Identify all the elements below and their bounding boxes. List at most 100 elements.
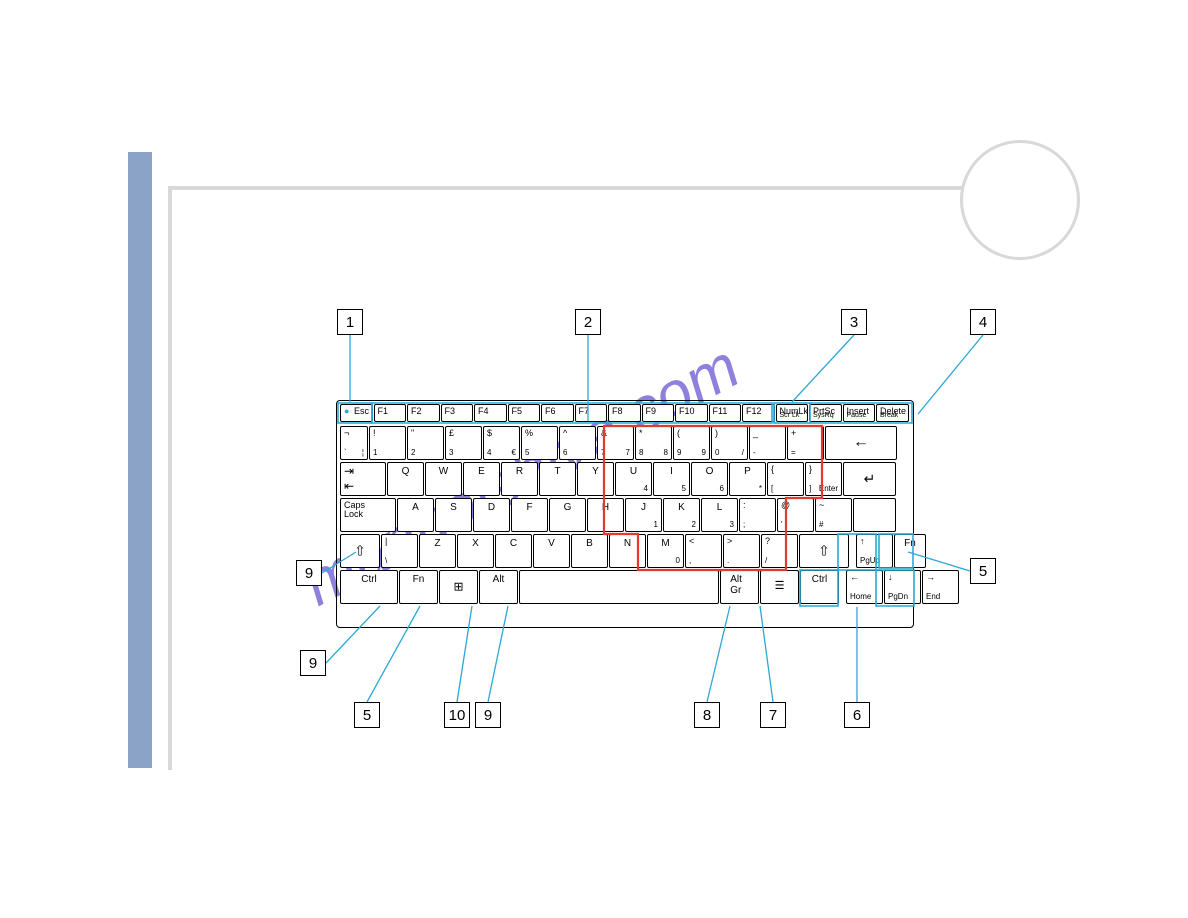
callout-3: 3: [841, 309, 867, 335]
key: ⇥⇤: [340, 462, 386, 496]
key: {[: [767, 462, 804, 496]
key: <,: [685, 534, 722, 568]
key: ↑PgUp: [856, 534, 893, 568]
frame-horizontal: [168, 186, 964, 190]
key: G: [549, 498, 586, 532]
key: ●Esc: [340, 404, 373, 422]
key: :;: [739, 498, 776, 532]
key: R: [501, 462, 538, 496]
key: V: [533, 534, 570, 568]
callout-9-low: 9: [300, 650, 326, 676]
callout-7: 7: [760, 702, 786, 728]
key: F1: [374, 404, 407, 422]
key: Ctrl: [340, 570, 398, 604]
key: £3: [445, 426, 482, 460]
key: F2: [407, 404, 440, 422]
key: 2K: [663, 498, 700, 532]
key: F5: [508, 404, 541, 422]
key: ~#: [815, 498, 852, 532]
key: }]Enter: [805, 462, 842, 496]
key: F11: [709, 404, 742, 422]
key: (99: [673, 426, 710, 460]
key: 6O: [691, 462, 728, 496]
key: Ctrl: [800, 570, 839, 604]
key: A: [397, 498, 434, 532]
callout-10: 10: [444, 702, 470, 728]
key: NumLkScr Lk: [776, 404, 809, 422]
sidebar-blue-bar: [128, 152, 152, 768]
callout-8: 8: [694, 702, 720, 728]
key: PrtScSysRq: [809, 404, 842, 422]
key: |\: [381, 534, 418, 568]
callout-6: 6: [844, 702, 870, 728]
key: W: [425, 462, 462, 496]
key: @': [777, 498, 814, 532]
key: ⇧: [340, 534, 380, 568]
key: +=: [787, 426, 824, 460]
key: F7: [575, 404, 608, 422]
key: D: [473, 498, 510, 532]
key: X: [457, 534, 494, 568]
key: N: [609, 534, 646, 568]
key: "2: [407, 426, 444, 460]
key: 4U: [615, 462, 652, 496]
key: F: [511, 498, 548, 532]
key: Z: [419, 534, 456, 568]
key: *P: [729, 462, 766, 496]
key: ?/: [761, 534, 798, 568]
key: &77: [597, 426, 634, 460]
key: H: [587, 498, 624, 532]
key: DeleteBreak: [876, 404, 909, 422]
key: ↓PgDn: [884, 570, 921, 604]
key: Fn: [399, 570, 438, 604]
key: E: [463, 462, 500, 496]
key: $4€: [483, 426, 520, 460]
key: F6: [541, 404, 574, 422]
key: B: [571, 534, 608, 568]
key: 0M: [647, 534, 684, 568]
key: 1J: [625, 498, 662, 532]
frame-vertical: [168, 186, 172, 770]
callout-4: 4: [970, 309, 996, 335]
key: ☰: [760, 570, 799, 604]
key: [519, 570, 719, 604]
callout-1: 1: [337, 309, 363, 335]
key: C: [495, 534, 532, 568]
key: ←Home: [846, 570, 883, 604]
key: ^6: [559, 426, 596, 460]
key: F4: [474, 404, 507, 422]
key: F8: [608, 404, 641, 422]
key: Alt: [479, 570, 518, 604]
key: >.: [723, 534, 760, 568]
key: InsertPause: [843, 404, 876, 422]
callout-2: 2: [575, 309, 601, 335]
key: !1: [369, 426, 406, 460]
key: T: [539, 462, 576, 496]
key: 3L: [701, 498, 738, 532]
key: F10: [675, 404, 708, 422]
key: _-: [749, 426, 786, 460]
key: ↵: [843, 462, 896, 496]
key: 5I: [653, 462, 690, 496]
callout-5-left: 5: [354, 702, 380, 728]
key: ⇧: [799, 534, 849, 568]
key: *88: [635, 426, 672, 460]
key: S: [435, 498, 472, 532]
key: Fn: [894, 534, 926, 568]
key: Alt Gr: [720, 570, 759, 604]
callout-9-left: 9: [296, 560, 322, 586]
key: Q: [387, 462, 424, 496]
key: Y: [577, 462, 614, 496]
key: →End: [922, 570, 959, 604]
key: %5: [521, 426, 558, 460]
key: ⊞: [439, 570, 478, 604]
callout-9-bottom: 9: [475, 702, 501, 728]
key: ¬`¦: [340, 426, 368, 460]
key: )0/: [711, 426, 748, 460]
key: ←: [825, 426, 897, 460]
key: CapsLock: [340, 498, 396, 532]
callout-5-right: 5: [970, 558, 996, 584]
frame-circle: [960, 140, 1080, 260]
key: F12: [742, 404, 775, 422]
key: [853, 498, 896, 532]
